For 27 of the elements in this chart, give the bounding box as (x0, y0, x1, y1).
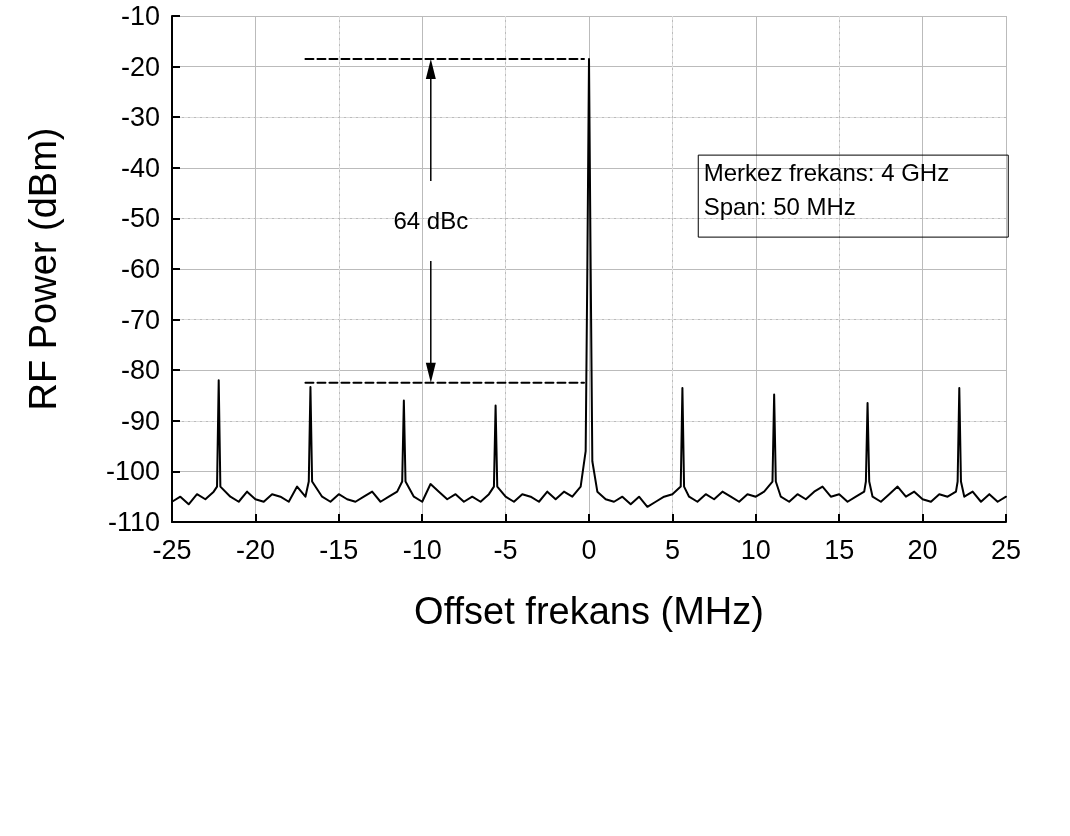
y-tick-label: -10 (120, 1, 160, 31)
annotation: 64 dBc (393, 207, 469, 235)
y-tick-label: -40 (120, 152, 160, 183)
y-tick-label: -90 (120, 405, 160, 436)
x-tick-label: 0 (581, 534, 597, 565)
y-axis-title: RF Power (dBm) (22, 127, 64, 411)
annotation: Merkez frekans: 4 GHz (703, 159, 950, 187)
x-tick-label: -25 (152, 534, 192, 565)
y-tick-label: -70 (120, 304, 160, 335)
y-tick-label: -110 (107, 507, 160, 537)
x-tick-label: 25 (990, 534, 1022, 565)
y-tick-label: -100 (105, 456, 160, 487)
y-tick-label: -80 (120, 355, 160, 386)
x-tick-label: 15 (824, 534, 855, 565)
y-tick-label: -30 (120, 102, 160, 133)
x-tick-label: -10 (402, 534, 442, 565)
x-tick-label: 5 (664, 534, 680, 565)
x-tick-label: 10 (740, 534, 771, 565)
x-axis-title: Offset frekans (MHz) (414, 590, 764, 632)
y-tick-label: -20 (120, 51, 160, 82)
x-tick-label: -20 (235, 534, 275, 565)
y-tick-label: -50 (120, 203, 160, 234)
x-tick-label: -15 (319, 534, 359, 565)
annotation: Span: 50 MHz (703, 193, 856, 221)
x-tick-label: 20 (907, 534, 938, 565)
y-tick-label: -60 (120, 254, 160, 284)
x-tick-label: -5 (493, 534, 518, 565)
